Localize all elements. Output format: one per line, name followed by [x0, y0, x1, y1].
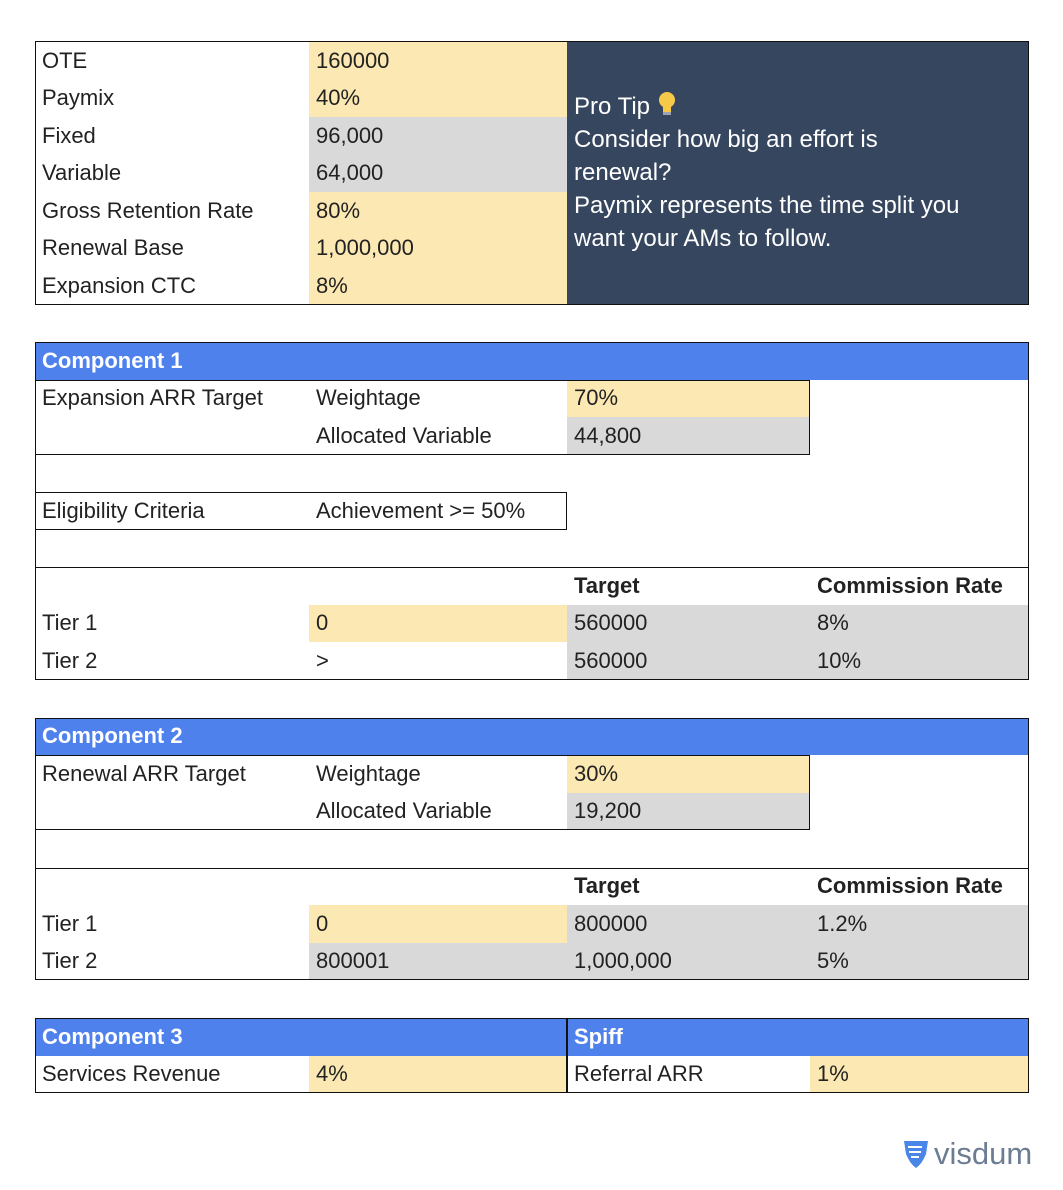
bulb-icon — [658, 92, 675, 115]
tier-label: Tier 2 — [42, 948, 98, 974]
logo-text: visdum — [934, 1136, 1033, 1171]
tier-rate: 8% — [810, 604, 1029, 642]
pro-tip-title-row: Pro Tip — [574, 90, 1029, 123]
value: 160000 — [309, 42, 567, 80]
tier-target: 1,000,000 — [567, 942, 810, 980]
tier-label: Tier 1 — [42, 610, 98, 636]
value: 70% — [567, 379, 810, 417]
tier-label: Tier 2 — [42, 647, 98, 673]
value: 1,000,000 — [309, 229, 567, 267]
label: Renewal ARR Target — [42, 760, 246, 786]
label: Renewal Base — [42, 235, 184, 261]
tier-target: 800000 — [567, 905, 810, 943]
tier-target: 560000 — [567, 604, 810, 642]
pro-tip-line: Paymix represents the time split you — [574, 192, 960, 219]
tier-from: 0 — [309, 604, 567, 642]
section-header: Spiff — [567, 1018, 1029, 1056]
label: Services Revenue — [42, 1061, 221, 1087]
label: Allocated Variable — [316, 798, 492, 824]
label: Paymix — [42, 85, 115, 111]
pro-tip: Pro Tip Consider how big an effort is re… — [567, 42, 1029, 304]
label: Weightage — [316, 385, 421, 411]
value: 8% — [309, 267, 567, 305]
value: Achievement >= 50% — [316, 497, 526, 523]
label: Fixed — [42, 122, 96, 148]
pro-tip-title: Pro Tip — [574, 93, 651, 120]
pro-tip-line: renewal? — [574, 159, 672, 186]
column-header: Target — [574, 572, 640, 598]
tier-from: > — [316, 647, 329, 673]
label: Eligibility Criteria — [42, 497, 205, 523]
tier-from: 0 — [309, 905, 567, 943]
tier-rate: 1.2% — [810, 905, 1029, 943]
section-header: Component 2 — [35, 717, 1029, 755]
value: 96,000 — [309, 117, 567, 155]
pro-tip-line: Consider how big an effort is — [574, 126, 878, 153]
value: 64,000 — [309, 154, 567, 192]
column-header: Target — [574, 873, 640, 899]
rule — [35, 867, 1029, 869]
label: Gross Retention Rate — [42, 197, 254, 223]
column-header: Commission Rate — [817, 572, 1003, 598]
value: 30% — [567, 755, 810, 793]
section-header: Component 3 — [35, 1018, 567, 1056]
value: 40% — [309, 79, 567, 117]
label: Expansion ARR Target — [42, 385, 263, 411]
tier-label: Tier 1 — [42, 910, 98, 936]
tier-rate: 10% — [810, 642, 1029, 680]
tier-rate: 5% — [810, 942, 1029, 980]
label: Referral ARR — [574, 1061, 704, 1087]
tier-target: 560000 — [567, 642, 810, 680]
label: Allocated Variable — [316, 422, 492, 448]
rule — [35, 567, 1029, 568]
label: Weightage — [316, 760, 421, 786]
column-header: Commission Rate — [817, 873, 1003, 899]
label: Variable — [42, 160, 122, 186]
section-header: Component 1 — [35, 342, 1029, 380]
label: Expansion CTC — [42, 272, 197, 298]
value: 80% — [309, 192, 567, 230]
value: 19,200 — [567, 792, 810, 830]
label: OTE — [42, 47, 88, 73]
tier-from: 800001 — [309, 942, 567, 980]
logo: visdum — [902, 1136, 1032, 1172]
pro-tip-line: want your AMs to follow. — [574, 225, 832, 252]
value: 1% — [810, 1055, 1029, 1093]
value: 4% — [309, 1055, 567, 1093]
logo-icon — [904, 1141, 928, 1168]
value: 44,800 — [567, 417, 810, 455]
